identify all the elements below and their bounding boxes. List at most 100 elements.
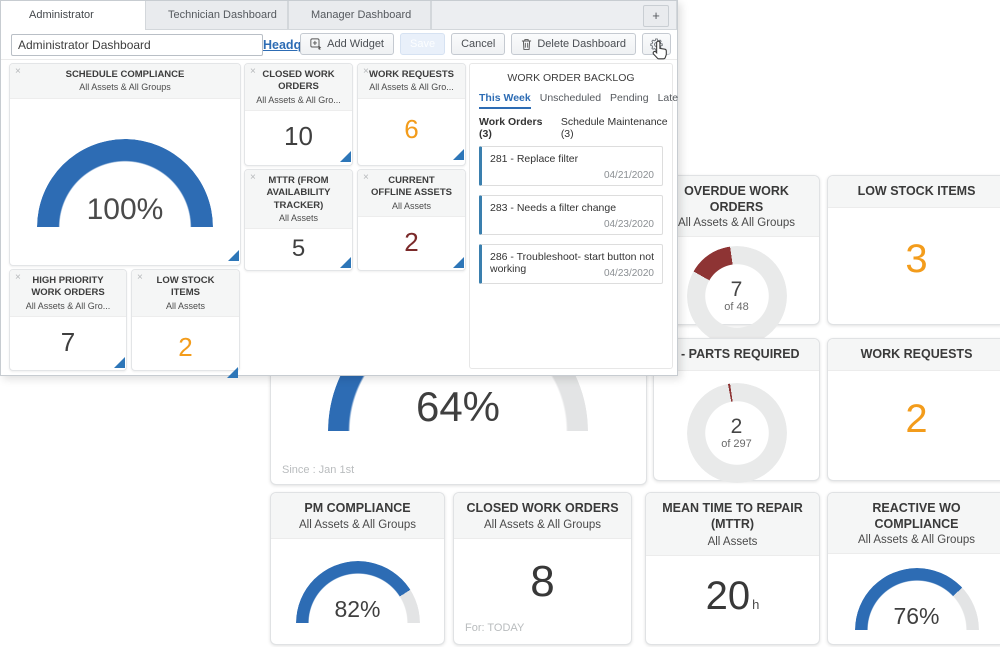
widget-value: 7	[60, 327, 76, 358]
save-button[interactable]: Save	[400, 33, 446, 55]
widget-value: 2	[905, 397, 928, 442]
widget-parts-required[interactable]: ) - PARTS REQUIRED 2 of 297	[653, 338, 820, 483]
close-icon[interactable]: ×	[137, 272, 143, 283]
widget-pm-compliance[interactable]: PM COMPLIANCE All Assets & All Groups 82…	[270, 492, 445, 645]
widget-value: 8	[530, 556, 555, 606]
backlog-tab-late[interactable]: Late	[657, 92, 679, 104]
widget-title: PM COMPLIANCE	[304, 501, 411, 515]
gear-icon	[650, 38, 663, 51]
backlog-item[interactable]: 281 - Replace filter 04/21/2020	[479, 146, 663, 186]
close-icon[interactable]: ×	[15, 66, 21, 77]
add-widget-icon	[310, 38, 322, 50]
widget-mttr-bg[interactable]: MEAN TIME TO REPAIR (MTTR) All Assets 20…	[645, 492, 820, 645]
reactive-gauge: 76%	[854, 568, 979, 631]
widget-title: SCHEDULE COMPLIANCE	[65, 69, 185, 80]
resize-handle[interactable]	[453, 256, 464, 268]
resize-handle[interactable]	[228, 249, 239, 261]
resize-handle[interactable]	[340, 150, 351, 162]
add-widget-button[interactable]: Add Widget	[300, 33, 394, 55]
resize-handle[interactable]	[114, 356, 125, 368]
widget-title: ) - PARTS REQUIRED	[673, 347, 800, 361]
backlog-tabs: This Week Unscheduled Pending Late	[470, 84, 678, 109]
settings-button[interactable]	[642, 33, 671, 55]
close-icon[interactable]: ×	[363, 172, 369, 183]
backlog-subtabs: Work Orders (3) Schedule Maintenance (3)	[470, 109, 672, 146]
backlog-title: WORK ORDER BACKLOG	[507, 72, 635, 84]
dashboard-editor-window: Administrator Dashboard Technician Dashb…	[0, 0, 678, 378]
widget-reactive-wo-compliance[interactable]: REACTIVE WO COMPLIANCE All Assets & All …	[827, 492, 1000, 645]
work-order-date: 04/23/2020	[603, 268, 654, 279]
widget-value: 5	[291, 235, 306, 263]
widget-title: REACTIVE WO COMPLIANCE	[872, 501, 961, 531]
dashboard-tabbar: Administrator Dashboard Technician Dashb…	[1, 1, 677, 50]
gauge-footer: Since : Jan 1st	[282, 464, 355, 476]
widget-subtitle: All Assets	[165, 300, 205, 311]
backlog-subtab-schedule-maintenance[interactable]: Schedule Maintenance (3)	[560, 116, 668, 140]
close-icon[interactable]: ×	[250, 172, 256, 183]
backlog-item[interactable]: 283 - Needs a filter change 04/23/2020	[479, 195, 663, 235]
donut-total: of 297	[721, 437, 752, 450]
tabbar-filler: +	[431, 1, 677, 30]
new-dashboard-tab-button[interactable]: +	[643, 5, 669, 27]
backlog-tab-unscheduled[interactable]: Unscheduled	[539, 92, 602, 104]
donut-value: 2	[730, 414, 743, 438]
widget-closed-work-orders[interactable]: × CLOSED WORK ORDERS All Assets & All Gr…	[244, 63, 353, 166]
widget-title: CLOSED WORK ORDERS	[466, 501, 619, 515]
widget-overdue-work-orders[interactable]: OVERDUE WORK ORDERS All Assets & All Gro…	[653, 175, 820, 347]
widget-title: LOW STOCK ITEMS	[857, 184, 976, 198]
tab-administrator-dashboard[interactable]: Administrator Dashboard	[1, 1, 145, 50]
widget-current-offline-assets[interactable]: × CURRENT OFFLINE ASSETS All Assets 2	[357, 169, 466, 271]
widget-low-stock-items-bg[interactable]: LOW STOCK ITEMS 3	[827, 175, 1000, 325]
schedule-gauge: 100%	[37, 139, 213, 228]
donut-ring	[686, 246, 787, 347]
widget-unit: h	[752, 597, 760, 613]
widget-work-order-backlog[interactable]: WORK ORDER BACKLOG This Week Unscheduled…	[469, 63, 678, 369]
work-order-label: 283 - Needs a filter change	[490, 202, 617, 214]
tab-technician-dashboard[interactable]: Technician Dashboard	[145, 1, 288, 30]
widget-closed-work-orders-bg[interactable]: CLOSED WORK ORDERS All Assets & All Grou…	[453, 492, 632, 645]
widget-subtitle: All Assets & All Groups	[858, 534, 975, 547]
widget-low-stock-items[interactable]: × LOW STOCK ITEMS All Assets 2	[131, 269, 240, 378]
widget-subtitle: All Assets & All Groups	[79, 82, 171, 93]
backlog-tab-this-week[interactable]: This Week	[479, 92, 531, 109]
tab-manager-dashboard[interactable]: Manager Dashboard	[288, 1, 431, 30]
donut-ring	[686, 382, 787, 483]
widget-value: 6	[404, 114, 419, 145]
backlog-subtab-work-orders[interactable]: Work Orders (3)	[479, 116, 543, 140]
widget-subtitle: All Assets & All Gro...	[369, 82, 454, 93]
donut-total: of 48	[724, 301, 749, 314]
widget-value: 10	[284, 121, 313, 152]
dashboard-name-input[interactable]	[11, 34, 263, 56]
widget-title: WORK REQUESTS	[369, 69, 454, 80]
cancel-button[interactable]: Cancel	[451, 33, 506, 55]
widget-title: MTTR (FROM AVAILABILITY TRACKER)	[266, 175, 331, 211]
widget-subtitle: All Assets & All Groups	[484, 518, 601, 531]
widget-value: 20	[705, 574, 751, 619]
widget-title: OVERDUE WORK ORDERS	[684, 184, 789, 214]
backlog-item[interactable]: 286 - Troubleshoot- start button not wor…	[479, 244, 663, 284]
widget-work-requests-bg[interactable]: WORK REQUESTS 2	[827, 338, 1000, 481]
widget-high-priority-work-orders[interactable]: × HIGH PRIORITY WORK ORDERS All Assets &…	[9, 269, 127, 371]
widget-title: CLOSED WORK ORDERS	[262, 69, 335, 93]
close-icon[interactable]: ×	[250, 66, 256, 77]
widget-subtitle: All Assets & All Groups	[678, 217, 795, 230]
resize-handle[interactable]	[227, 366, 238, 378]
widget-value: 2	[178, 332, 193, 363]
widget-title: HIGH PRIORITY WORK ORDERS	[31, 275, 105, 299]
backlog-tab-pending[interactable]: Pending	[610, 92, 649, 104]
widget-subtitle: All Assets	[278, 213, 318, 224]
widget-schedule-compliance[interactable]: × SCHEDULE COMPLIANCE All Assets & All G…	[9, 63, 241, 266]
donut-value: 7	[730, 278, 743, 302]
widget-footer: For: TODAY	[465, 621, 525, 634]
widget-mttr[interactable]: × MTTR (FROM AVAILABILITY TRACKER) All A…	[244, 169, 353, 271]
close-icon[interactable]: ×	[363, 66, 369, 77]
resize-handle[interactable]	[340, 257, 351, 269]
resize-handle[interactable]	[453, 148, 464, 160]
widget-subtitle: All Assets & All Gro...	[256, 94, 341, 105]
close-icon[interactable]: ×	[15, 272, 21, 283]
delete-dashboard-button[interactable]: Delete Dashboard	[511, 33, 636, 55]
widget-subtitle: All Assets	[391, 200, 431, 211]
widget-work-requests[interactable]: × WORK REQUESTS All Assets & All Gro... …	[357, 63, 466, 166]
work-order-date: 04/23/2020	[603, 219, 654, 230]
